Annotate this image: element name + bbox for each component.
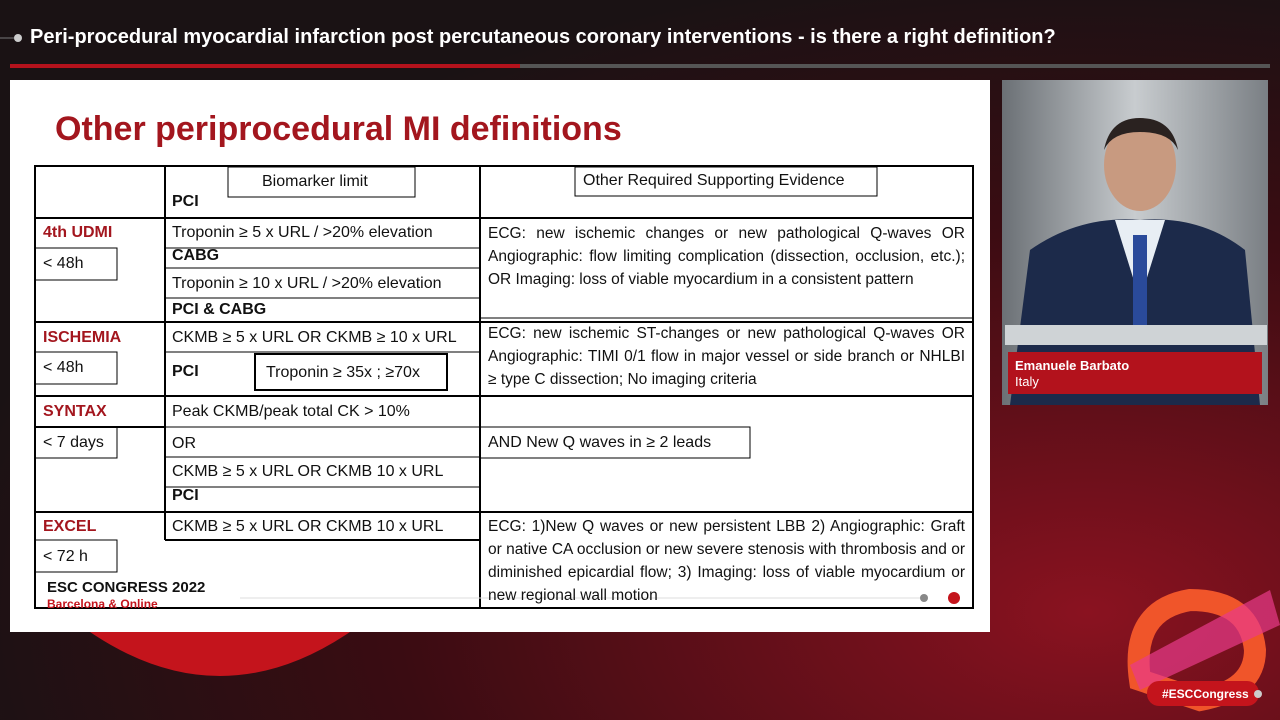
- biomarker-text: CKMB ≥ 5 x URL OR CKMB 10 x URL: [172, 518, 444, 535]
- speaker-country: Italy: [1015, 374, 1039, 389]
- biomarker-label: PCI: [172, 193, 199, 210]
- biomarker-text: CKMB ≥ 5 x URL OR CKMB 10 x URL: [172, 463, 444, 480]
- speaker-name: Emanuele Barbato: [1015, 358, 1130, 373]
- hashtag: #ESCCongress: [1162, 687, 1249, 701]
- biomarker-label: CABG: [172, 247, 220, 264]
- definition-name: EXCEL: [43, 518, 97, 535]
- biomarker-label: PCI: [172, 363, 199, 380]
- biomarker-text: Peak CKMB/peak total CK > 10%: [172, 403, 410, 420]
- biomarker-text: Troponin ≥ 10 x URL / >20% elevation: [172, 275, 442, 292]
- evidence-text: ECG: new ischemic ST-changes or new path…: [488, 325, 965, 388]
- biomarker-text: Troponin ≥ 5 x URL / >20% elevation: [172, 224, 433, 241]
- biomarker-text: OR: [172, 435, 196, 452]
- column-header: Biomarker limit: [262, 173, 368, 190]
- slide-title: Other periprocedural MI definitions: [55, 110, 622, 148]
- biomarker-label: PCI: [172, 487, 199, 504]
- time-window: < 48h: [43, 359, 84, 376]
- time-window: < 7 days: [43, 434, 104, 451]
- evidence-text: ECG: 1)New Q waves or new persistent LBB…: [488, 518, 965, 604]
- biomarker-text: CKMB ≥ 5 x URL OR CKMB ≥ 10 x URL: [172, 329, 457, 346]
- biomarker-label: PCI & CABG: [172, 301, 267, 318]
- definition-name: ISCHEMIA: [43, 329, 122, 346]
- definition-name: SYNTAX: [43, 403, 107, 420]
- evidence-text: ECG: new ischemic changes or new patholo…: [488, 225, 965, 288]
- congress-name: ESC CONGRESS 2022: [47, 579, 206, 596]
- biomarker-text: Troponin ≥ 35x ; ≥70x: [266, 364, 420, 381]
- evidence-text: AND New Q waves in ≥ 2 leads: [488, 434, 712, 451]
- video-title: Peri-procedural myocardial infarction po…: [30, 26, 1056, 48]
- time-window: < 48h: [43, 255, 84, 272]
- time-window: < 72 h: [43, 548, 88, 565]
- congress-location: Barcelona & Online: [47, 597, 158, 611]
- definition-name: 4th UDMI: [43, 224, 113, 241]
- column-header: Other Required Supporting Evidence: [583, 172, 845, 189]
